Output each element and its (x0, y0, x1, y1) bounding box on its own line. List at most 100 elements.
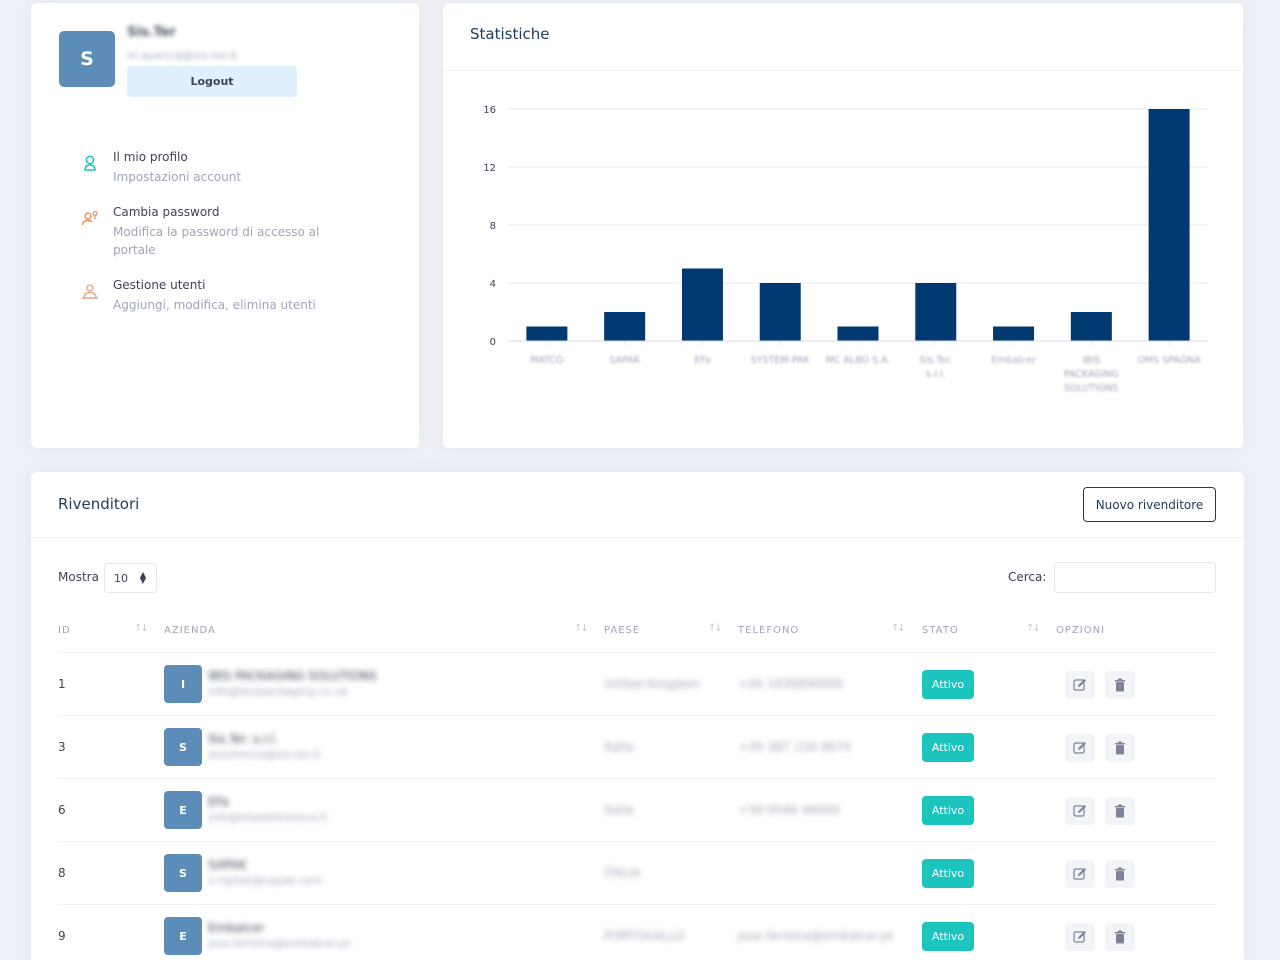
delete-button[interactable] (1105, 860, 1135, 888)
x-tick-label: SYSTEM-PAK (751, 355, 811, 366)
trash-icon (1114, 930, 1126, 944)
trash-icon (1114, 678, 1126, 692)
cell-phone: +39 0546 46000 (738, 803, 840, 817)
cell-country: United Kingdom (604, 677, 701, 691)
column-header-paese[interactable]: PAESE (604, 625, 641, 636)
y-tick-label: 16 (483, 105, 496, 116)
bar (604, 312, 646, 341)
x-tick-label: OMS SPAGNA (1138, 355, 1202, 366)
page-size-value: 10 (114, 572, 128, 585)
edit-button[interactable] (1065, 797, 1095, 825)
company-name: Embalcer (208, 921, 265, 935)
edit-button[interactable] (1065, 860, 1095, 888)
cell-id: 1 (58, 677, 66, 691)
y-tick-label: 12 (483, 163, 496, 174)
cell-country: ITALIA (604, 866, 641, 880)
bar (993, 326, 1035, 341)
table-row: 1 I IBIS PACKAGING SOLUTIONS info@ibispacka… (58, 653, 1216, 716)
menu-desc: Modifica la password di accesso al porta… (113, 225, 320, 257)
x-tick-label: SAPAK (609, 355, 640, 366)
bar-chart: 0 4 8 12 16 MATCO SAPAK EFa SYSTEM-PAK MC ALBO S.… (483, 105, 1208, 394)
cell-country: Italia (604, 803, 634, 817)
edit-button[interactable] (1065, 923, 1095, 951)
y-tick-label: 4 (490, 279, 496, 290)
company-email: jose.ferreira@embalcer.pt (208, 937, 351, 950)
menu-title: Cambia password (113, 205, 220, 219)
cell-phone: +39 387 234 8674 (738, 740, 852, 754)
company-avatar: I (164, 665, 202, 703)
table-row: 9 E Embalcer jose.ferreira@embalcer.pt PORTO… (58, 905, 1216, 960)
status-badge: Attivo (922, 670, 974, 699)
cell-id: 9 (58, 929, 66, 943)
sort-icon[interactable]: ↑↓ (891, 623, 906, 634)
company-avatar: S (164, 728, 202, 766)
bar (915, 283, 957, 341)
cell-id: 3 (58, 740, 66, 754)
sort-icon[interactable]: ↑↓ (708, 623, 723, 634)
bar (1148, 109, 1190, 341)
stats-title: Statistiche (470, 25, 550, 43)
y-tick-label: 8 (490, 221, 496, 232)
x-tick-label: IBIS PACKAGING SOLUTIONS (1064, 355, 1119, 394)
company-email: info@ibispackaging.co.uk (208, 685, 349, 698)
company-name: IBIS PACKAGING SOLUTIONS (208, 669, 378, 683)
search-input[interactable] (1054, 562, 1216, 593)
bar (526, 326, 568, 341)
users-icon (82, 284, 98, 299)
search-label: Cerca: (1008, 570, 1047, 584)
column-header-opzioni: OPZIONI (1056, 625, 1106, 636)
table-row: 6 E EFa info@efaelettronica.it Italia +39 054… (58, 779, 1216, 842)
delete-button[interactable] (1105, 923, 1135, 951)
edit-button[interactable] (1065, 734, 1095, 762)
column-header-azienda[interactable]: AZIENDA (164, 625, 216, 636)
logout-button[interactable]: Logout (127, 66, 297, 97)
column-header-stato[interactable]: STATO (922, 625, 959, 636)
divider (443, 70, 1243, 71)
company-name: Sis.Ter. s.r.l. (208, 732, 279, 746)
profile-card: S Sis.Ter m.quercia@sis-ter.it Logout Il… (31, 3, 419, 448)
resellers-card: Rivenditori Nuovo rivenditore Mostra 10 … (31, 472, 1244, 960)
new-reseller-button[interactable]: Nuovo rivenditore (1083, 487, 1216, 522)
status-badge: Attivo (922, 859, 974, 888)
page-size-select[interactable]: 10 ▲ ▼ (104, 563, 157, 593)
cell-phone: jose.ferreira@embalcer.pt (738, 929, 894, 943)
status-badge: Attivo (922, 922, 974, 951)
column-header-telefono[interactable]: TELEFONO (738, 625, 800, 636)
user-name: Sis.Ter (127, 25, 176, 40)
header-divider (58, 652, 1216, 653)
delete-button[interactable] (1105, 797, 1135, 825)
cell-id: 6 (58, 803, 66, 817)
bar (837, 326, 879, 341)
sort-icon[interactable]: ↑↓ (574, 623, 589, 634)
menu-desc: Aggiungi, modifica, elimina utenti (113, 298, 316, 312)
sort-icon[interactable]: ↑↓ (1026, 623, 1041, 634)
cell-id: 8 (58, 866, 66, 880)
stats-card: Statistiche 0 4 8 12 16 MATCO SAPAK EFa SYSTEM-P… (443, 3, 1243, 448)
cell-country: PORTOGALLO (604, 929, 685, 943)
select-arrows-icon: ▲ ▼ (139, 570, 146, 585)
table-row: 8 S SAPAK s.rigitali@sapak.com ITALIA Attivo (58, 842, 1216, 905)
cell-phone: +44 1639890000 (738, 677, 844, 691)
delete-button[interactable] (1105, 734, 1135, 762)
divider (31, 537, 1244, 538)
key-user-icon (81, 210, 98, 226)
company-name: SAPAK (208, 858, 247, 872)
column-header-id[interactable]: ID (58, 625, 71, 636)
user-email: m.quercia@sis-ter.it (127, 49, 238, 62)
edit-button[interactable] (1065, 671, 1095, 699)
resellers-title: Rivenditori (58, 495, 140, 513)
show-label: Mostra (58, 570, 99, 584)
menu-desc: Impostazioni account (113, 170, 242, 184)
company-email: s.rigitali@sapak.com (208, 874, 323, 887)
status-badge: Attivo (922, 796, 974, 825)
trash-icon (1114, 804, 1126, 818)
company-email: info@efaelettronica.it (208, 811, 327, 824)
edit-icon (1073, 930, 1087, 944)
sort-icon[interactable]: ↑↓ (134, 623, 149, 634)
x-tick-label: MC ALBO S.A. (826, 355, 891, 366)
delete-button[interactable] (1105, 671, 1135, 699)
status-badge: Attivo (922, 733, 974, 762)
company-avatar: S (164, 854, 202, 892)
menu-title: Il mio profilo (113, 150, 188, 164)
y-tick-label: 0 (490, 337, 496, 348)
